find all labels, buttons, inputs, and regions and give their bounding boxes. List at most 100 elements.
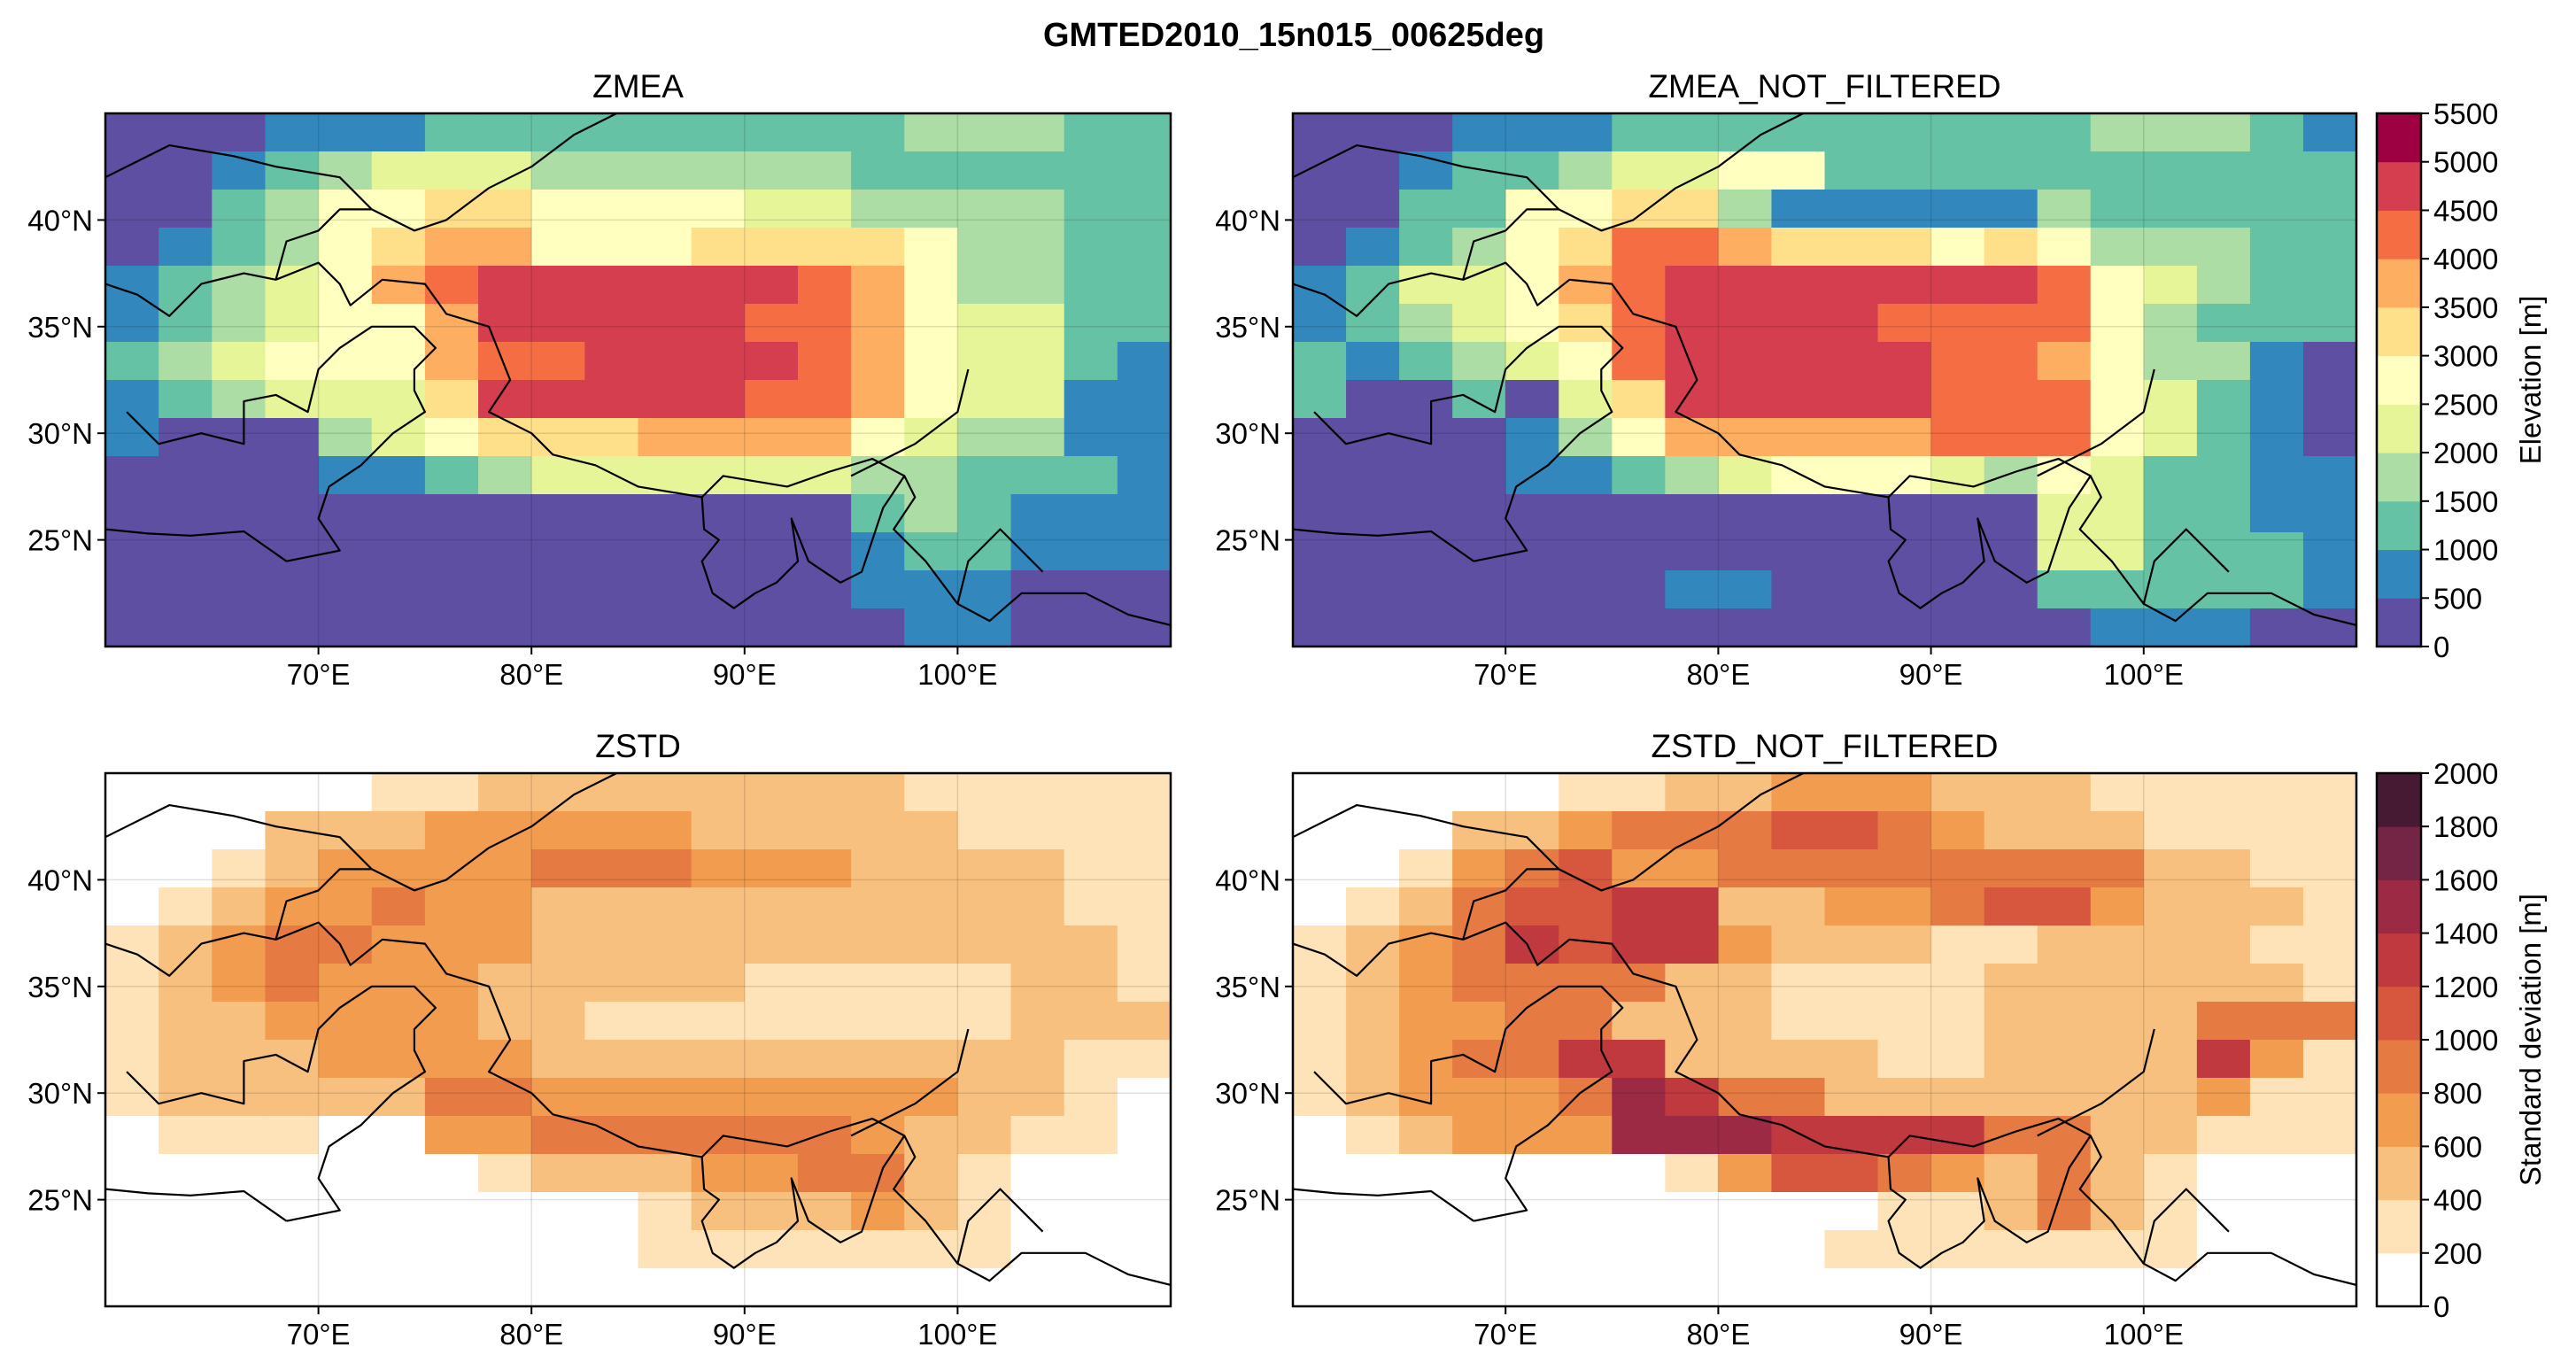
heatmap-cell: [957, 1116, 1012, 1155]
heatmap-cell: [424, 1078, 479, 1117]
heatmap-cell: [1930, 1002, 1985, 1041]
heatmap-cell: [478, 887, 532, 926]
heatmap-cell: [1718, 1116, 1773, 1155]
heatmap-cell: [1877, 1268, 1932, 1306]
heatmap-cell: [1452, 304, 1506, 343]
colorbar-tick-label: 3500: [2433, 291, 2498, 324]
heatmap-cell: [1877, 570, 1932, 609]
colorbar-segment: [2377, 500, 2421, 551]
heatmap-cell: [371, 1154, 426, 1193]
heatmap-cell: [1665, 1192, 1719, 1231]
heatmap-cell: [531, 608, 585, 647]
heatmap-cell: [1346, 532, 1400, 571]
heatmap-cell: [2196, 190, 2251, 228]
heatmap-cell: [584, 304, 639, 343]
heatmap-cell: [1665, 1002, 1719, 1041]
heatmap-cell: [318, 1268, 373, 1306]
heatmap-cell: [797, 532, 852, 571]
heatmap-cells: [1293, 773, 2356, 1306]
heatmap-cell: [159, 1154, 213, 1193]
heatmap-cell: [424, 925, 479, 964]
heatmap-cell: [1984, 1154, 2038, 1193]
heatmap-cell: [1010, 1192, 1065, 1231]
border-line: [126, 325, 437, 562]
heatmap-cell: [2143, 773, 2198, 812]
heatmap-cell: [212, 1154, 267, 1193]
heatmap-cell: [1010, 456, 1065, 495]
heatmap-cell: [1771, 1192, 1826, 1231]
heatmap-cell: [1718, 418, 1773, 457]
heatmap-cell: [691, 849, 746, 888]
heatmap-cell: [105, 1230, 159, 1269]
heatmap-cell: [1452, 811, 1506, 850]
heatmap-cell: [1452, 925, 1506, 964]
heatmap-cell: [1010, 570, 1065, 609]
heatmap-cell: [1399, 608, 1453, 647]
heatmap-cell: [1117, 456, 1171, 495]
border-line: [105, 773, 617, 892]
border-line: [105, 113, 617, 232]
heatmap-cell: [159, 1230, 213, 1269]
heatmap-cell: [1559, 418, 1613, 457]
heatmap-cell: [1559, 151, 1613, 190]
heatmap-cell: [159, 266, 213, 305]
heatmap-cell: [904, 925, 958, 964]
heatmap-cell: [1612, 532, 1666, 571]
heatmap-cell: [1505, 1268, 1559, 1306]
heatmap-cell: [212, 570, 267, 609]
heatmap-cell: [478, 1116, 532, 1155]
heatmap-cell: [265, 925, 320, 964]
heatmap-cell: [851, 773, 905, 812]
heatmap-cell: [691, 925, 746, 964]
heatmap-cell: [2249, 608, 2304, 647]
heatmap-cell: [1612, 1040, 1666, 1079]
heatmap-cell: [1824, 266, 1879, 305]
heatmap-cell: [1718, 887, 1773, 926]
panel-title: ZMEA: [592, 68, 684, 105]
heatmap-cell: [531, 1078, 585, 1117]
heatmap-cell: [1824, 151, 1879, 190]
heatmap-cell: [1505, 1078, 1559, 1117]
heatmap-cell: [691, 887, 746, 926]
heatmap-cell: [1010, 1002, 1065, 1041]
heatmap-cell: [904, 1230, 958, 1269]
heatmap-cell: [1399, 456, 1453, 495]
heatmap-cell: [584, 1116, 639, 1155]
heatmap-cell: [797, 925, 852, 964]
colorbar-tick-label: 5500: [2433, 97, 2498, 130]
x-tick-label: 80°E: [499, 1318, 563, 1351]
heatmap-cell: [691, 570, 746, 609]
heatmap-cell: [371, 570, 426, 609]
heatmap-cell: [1984, 532, 2038, 571]
heatmap-cell: [1984, 1040, 2038, 1079]
border-line: [1887, 1135, 2092, 1269]
heatmap-cell: [1010, 608, 1065, 647]
colorbar-segment: [2377, 113, 2421, 163]
heatmap-cell: [1665, 887, 1719, 926]
heatmap-cell: [691, 1230, 746, 1269]
heatmap-cell: [1665, 113, 1719, 152]
heatmap-cell: [265, 964, 320, 1003]
heatmap-cell: [318, 113, 373, 152]
heatmap-cell: [1824, 380, 1879, 419]
heatmap-cell: [265, 773, 320, 812]
heatmap-cell: [1612, 456, 1666, 495]
heatmap-cell: [1771, 1230, 1826, 1269]
heatmap-cell: [265, 1116, 320, 1155]
heatmap-cell: [1293, 964, 1347, 1003]
heatmap-cell: [105, 773, 159, 812]
heatmap-cell: [1612, 494, 1666, 533]
heatmap-cell: [1612, 570, 1666, 609]
heatmap-cell: [478, 849, 532, 888]
heatmap-cell: [691, 266, 746, 305]
heatmap-cell: [1665, 1040, 1719, 1079]
heatmap-cell: [1984, 266, 2038, 305]
heatmap-cell: [957, 570, 1012, 609]
heatmap-cell: [1824, 608, 1879, 647]
heatmap-cell: [638, 532, 692, 571]
heatmap-cell: [478, 113, 532, 152]
heatmap-cell: [638, 1002, 692, 1041]
heatmap-cell: [1064, 266, 1118, 305]
heatmap-cell: [904, 773, 958, 812]
